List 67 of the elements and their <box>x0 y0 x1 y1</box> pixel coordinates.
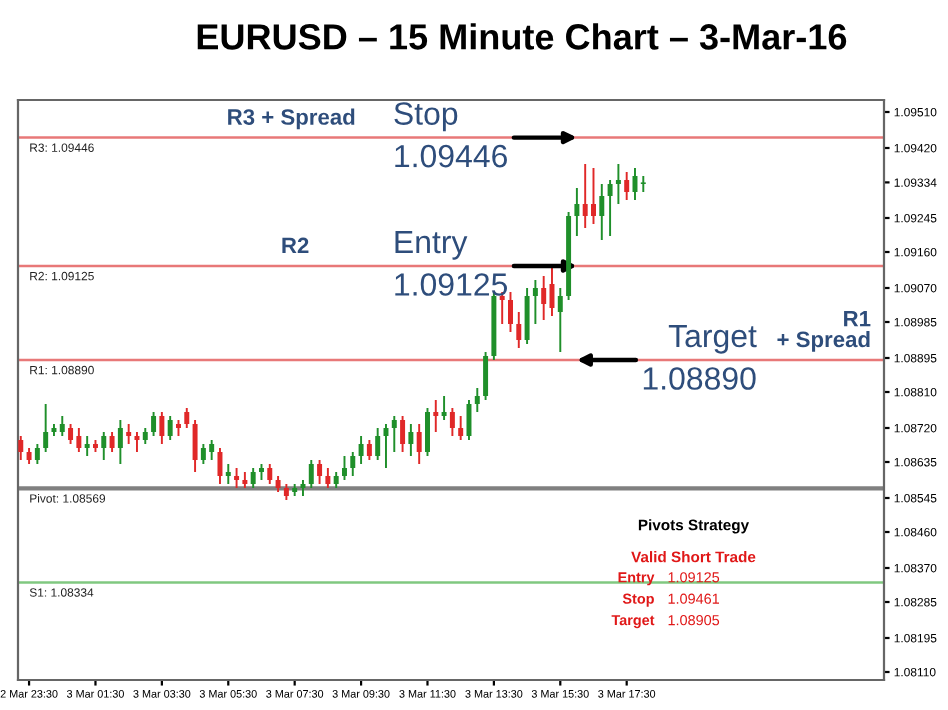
candlestick <box>400 415 406 453</box>
candlestick <box>209 439 215 461</box>
candlestick <box>117 419 123 465</box>
candlestick <box>68 423 74 445</box>
candlestick <box>341 455 347 481</box>
candlestick <box>433 399 439 433</box>
candlestick <box>591 167 596 225</box>
candlestick <box>159 411 165 445</box>
candlestick <box>607 179 613 237</box>
candlestick <box>217 447 223 485</box>
candlestick <box>358 435 364 465</box>
candlestick <box>416 423 422 465</box>
candlestick <box>449 407 455 437</box>
candlestick <box>350 451 356 477</box>
candlestick <box>76 427 82 453</box>
candlestick <box>267 463 273 485</box>
candlestick <box>441 395 447 421</box>
candlestick <box>375 427 381 461</box>
candlestick <box>474 387 480 413</box>
candlestick <box>549 263 555 317</box>
candlestick <box>192 419 198 473</box>
annotation: Entry 1.09125 <box>395 231 508 296</box>
candlestick <box>167 415 173 441</box>
candlestick <box>391 415 397 453</box>
candlestick <box>615 163 621 205</box>
annotation: R2 <box>282 237 309 254</box>
candlestick <box>408 423 414 457</box>
candlestick <box>458 415 464 441</box>
candlestick <box>599 183 605 241</box>
annotation: R3 + Spread <box>228 108 355 130</box>
candlestick <box>200 443 206 465</box>
candlestick <box>101 431 107 461</box>
candlestick <box>126 423 132 445</box>
candlestick <box>640 175 646 193</box>
candlestick <box>18 435 24 461</box>
candlestick <box>541 275 547 321</box>
candlestick <box>532 279 538 325</box>
annotation: Target 1.08890 <box>643 325 757 390</box>
candlestick <box>383 423 389 469</box>
candlestick <box>624 171 630 201</box>
candlestick <box>43 403 49 453</box>
candlestick <box>134 431 140 453</box>
candlestick <box>483 351 489 401</box>
candlestick <box>582 163 588 229</box>
candlestick <box>234 467 240 489</box>
candlestick <box>109 431 115 453</box>
candlestick <box>325 467 331 489</box>
candlestick <box>225 463 231 485</box>
candlestick <box>317 459 323 485</box>
candlestick <box>424 407 430 457</box>
candlestick <box>366 439 372 461</box>
candlestick <box>508 291 513 333</box>
candlestick <box>151 411 157 437</box>
candlestick <box>34 443 40 465</box>
candlestick <box>466 399 472 441</box>
annotation: R1 + Spread <box>777 311 871 352</box>
candlestick <box>84 435 90 457</box>
chart-title: EURUSD – 15 Minute Chart – 3-Mar-16 <box>197 23 847 50</box>
candlestick <box>184 407 190 429</box>
candlestick <box>574 187 580 237</box>
candlestick <box>516 311 522 349</box>
candlestick <box>250 467 256 489</box>
candlestick <box>524 287 530 345</box>
candlestick <box>557 287 563 353</box>
candlestick <box>59 415 65 437</box>
annotation: Stop 1.09446 <box>394 102 507 168</box>
candlestick <box>308 459 314 489</box>
